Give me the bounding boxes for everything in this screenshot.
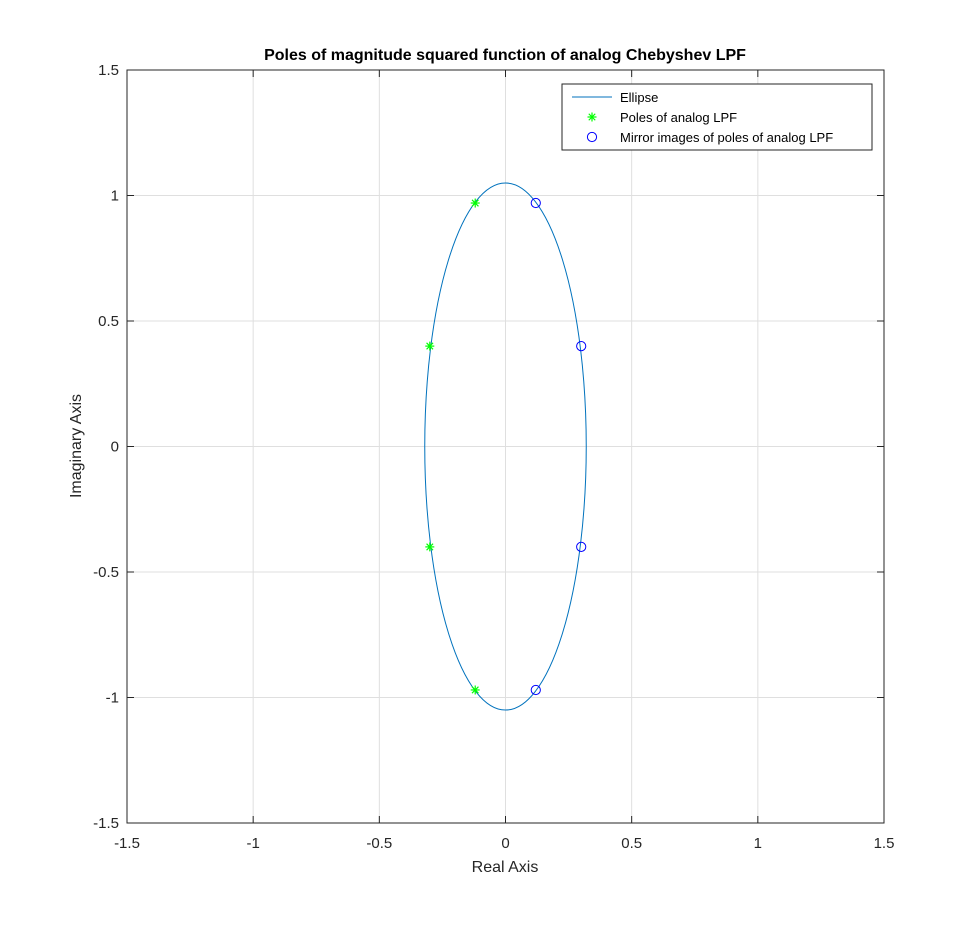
y-tick-label: 0.5 [98,313,119,330]
pole-marker [425,341,435,351]
x-axis-label: Real Axis [472,859,539,876]
legend-entry: Poles of analog LPF [587,110,737,125]
legend-asterisk-swatch [587,112,597,122]
y-axis-label: Imaginary Axis [68,394,85,498]
y-tick-label: -1.5 [93,815,119,832]
mirror-pole-marker [530,197,541,209]
y-tick-label: -0.5 [93,564,119,581]
pole-marker [425,542,435,552]
x-tick-label: 0.5 [621,835,642,852]
x-tick-label: -0.5 [366,835,392,852]
y-tick-label: -1 [106,690,119,707]
x-tick-label: 1 [754,835,762,852]
data-layer [424,182,587,711]
chart-title: Poles of magnitude squared function of a… [264,47,746,64]
legend-label: Ellipse [620,90,658,105]
legend: Ellipse Poles of analog LPF Mirror images … [561,83,873,151]
legend-label: Poles of analog LPF [620,110,737,125]
legend-entry: Mirror images of poles of analog LPF [586,130,833,145]
x-tick-label: -1 [246,835,259,852]
tick-marks [126,69,885,824]
ellipse-curve [424,182,587,711]
legend-entry: Ellipse [572,90,658,105]
x-tick-label: -1.5 [114,835,140,852]
y-tick-label: 1 [111,188,119,205]
y-tick-label: 1.5 [98,62,119,79]
legend-circle-swatch [586,131,598,143]
mirror-pole-marker [530,684,541,696]
x-tick-label: 1.5 [874,835,895,852]
mirror-pole-marker [576,541,587,553]
plot-area: -1.5 -1 -0.5 0 0.5 1 1.5 -1.5 -1 -0.5 0 0.5 1 1.5 [93,62,894,852]
pole-marker [470,198,480,208]
grid-lines [127,70,884,823]
legend-box [561,83,873,151]
mirror-pole-marker [576,341,587,352]
y-tick-label: 0 [111,439,119,456]
x-tick-label: 0 [501,835,509,852]
legend-label: Mirror images of poles of analog LPF [620,130,833,145]
tick-labels: -1.5 -1 -0.5 0 0.5 1 1.5 -1.5 -1 -0.5 0 0.5 1 1.5 [93,62,894,852]
pole-marker [470,685,480,695]
